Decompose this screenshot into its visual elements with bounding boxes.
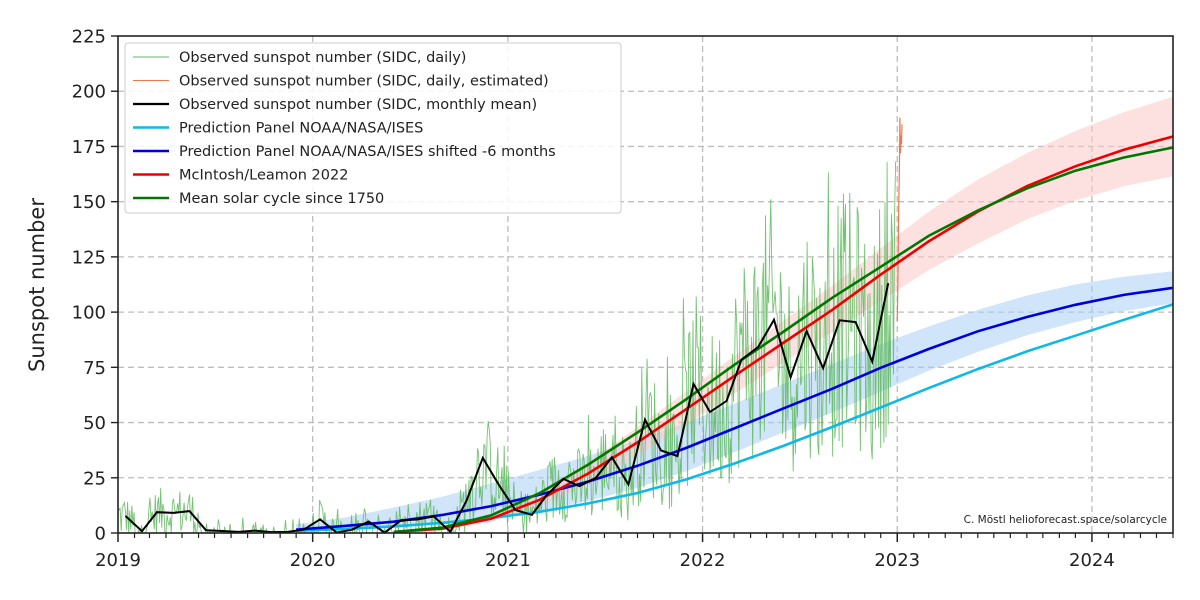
- noaa-shifted-prediction-line: [295, 286, 1174, 531]
- legend-item: Observed sunspot number (SIDC, daily, es…: [133, 74, 549, 90]
- legend-item: Prediction Panel NOAA/NASA/ISES: [133, 121, 423, 137]
- legend-label: Prediction Panel NOAA/NASA/ISES shifted …: [179, 144, 556, 160]
- legend-label: Observed sunspot number (SIDC, monthly m…: [179, 97, 537, 113]
- uncertainty-bands: [296, 96, 1174, 533]
- axis-tick-labels: 0 25 50 75 100 125 150 175 200 225 2019 2020 2021 202…: [72, 27, 1115, 572]
- legend: Observed sunspot number (SIDC, daily) Obs…: [124, 42, 622, 214]
- axis-ticks: [111, 35, 1174, 542]
- legend-label: Prediction Panel NOAA/NASA/ISES: [179, 121, 423, 137]
- plot-frame: [117, 35, 1174, 534]
- legend-item: McIntosh/Leamon 2022: [133, 168, 348, 184]
- legend-item: Observed sunspot number (SIDC, daily): [133, 50, 466, 66]
- x-tick-label: 2019: [95, 550, 141, 571]
- y-tick-label: 150: [72, 192, 106, 213]
- x-tick-label: 2021: [485, 550, 531, 571]
- mcintosh-leamon-line: [393, 135, 1174, 534]
- x-tick-label: 2023: [874, 550, 920, 571]
- x-tick-label: 2024: [1069, 550, 1115, 571]
- y-tick-label: 0: [95, 524, 106, 545]
- legend-item: Prediction Panel NOAA/NASA/ISES shifted …: [133, 144, 556, 160]
- x-tick-label: 2022: [680, 550, 726, 571]
- mcintosh-uncertainty-band: [393, 96, 1173, 533]
- legend-item: Mean solar cycle since 1750: [133, 191, 384, 207]
- daily-estimated-line: [896, 117, 903, 321]
- y-tick-label: 50: [83, 413, 106, 434]
- y-tick-label: 125: [72, 247, 106, 268]
- y-tick-label: 200: [72, 82, 106, 103]
- noaa-shifted-uncertainty-band: [296, 271, 1174, 532]
- mean-solar-cycle-line: [393, 146, 1174, 534]
- monthly-mean-line: [124, 283, 890, 534]
- series-lines: [124, 135, 1174, 534]
- legend-label: Mean solar cycle since 1750: [179, 191, 384, 207]
- y-tick-label: 75: [83, 358, 106, 379]
- x-tick-label: 2020: [290, 550, 336, 571]
- legend-label: Observed sunspot number (SIDC, daily, es…: [179, 74, 549, 90]
- y-tick-label: 225: [72, 27, 106, 48]
- legend-label: McIntosh/Leamon 2022: [179, 168, 348, 184]
- y-axis-title: Sunspot number: [25, 198, 49, 372]
- y-tick-label: 25: [83, 468, 106, 489]
- legend-label: Observed sunspot number (SIDC, daily): [179, 50, 466, 66]
- y-tick-label: 175: [72, 137, 106, 158]
- noaa-prediction-line: [296, 303, 1174, 533]
- legend-item: Observed sunspot number (SIDC, monthly m…: [133, 97, 537, 113]
- legend-box: [124, 42, 622, 214]
- credit-label: C. Möstl helioforecast.space/solarcycle: [964, 514, 1167, 526]
- y-tick-label: 100: [72, 303, 106, 324]
